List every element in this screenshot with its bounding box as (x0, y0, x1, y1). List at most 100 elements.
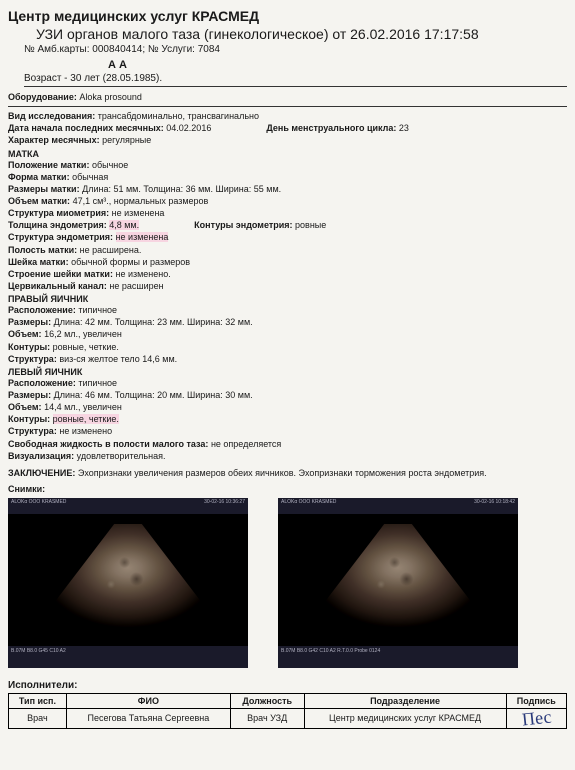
cell-type: Врач (9, 708, 67, 728)
free-fluid: Свободная жидкость в полости малого таза… (8, 438, 567, 450)
service-no: 7084 (198, 44, 220, 55)
fluid-value: не определяется (211, 439, 281, 449)
exam-type-row: Вид исследования: трансабдоминально, тра… (8, 110, 567, 122)
ultrasound-image-1: ALOKα OOO KRASMED 30-02-16 10:36:27 B.07… (8, 498, 248, 668)
ro-cont: Контуры: ровные, четкие. (8, 341, 567, 353)
myometrium-value: не изменена (112, 208, 165, 218)
equipment-value: Aloka prosound (79, 92, 142, 102)
cell-fio: Песегова Татьяна Сергеевна (66, 708, 230, 728)
lo-pos-value: типичное (78, 378, 117, 388)
period-char-value: регулярные (102, 135, 151, 145)
performers-label: Исполнители: (8, 680, 567, 691)
cervix-struct: Строение шейки матки: не изменено. (8, 268, 567, 280)
ro-struct-value: виз-ся желтое тело 14,6 мм. (59, 354, 177, 364)
uterus-volume: Объем матки: 47,1 см³., нормальных разме… (8, 195, 567, 207)
us2-header-right: 30-02-16 10:18:42 (474, 499, 515, 513)
cervix-value: обычной формы и размеров (71, 257, 190, 267)
cell-position: Врач УЗД (230, 708, 304, 728)
uterus-volume-label: Объем матки: (8, 196, 70, 206)
ro-pos-value: типичное (78, 305, 117, 315)
us1-footer: B.07M B8.0 G45 C10 A2 (8, 646, 248, 668)
uterus-volume-value: 47,1 см³., нормальных размеров (73, 196, 209, 206)
ro-vol: Объем: 16,2 мл., увеличен (8, 328, 567, 340)
uterus-size: Размеры матки: Длина: 51 мм. Толщина: 36… (8, 183, 567, 195)
cycle-day-label: День менструального цикла: (266, 123, 396, 133)
ro-size-value: Длина: 42 мм. Толщина: 23 мм. Ширина: 32… (54, 317, 253, 327)
conclusion-text: Эхопризнаки увеличения размеров обеих яи… (78, 468, 487, 478)
cycle-day-value: 23 (399, 123, 409, 133)
right-ovary-header: ПРАВЫЙ ЯИЧНИК (8, 294, 567, 304)
us1-header-right: 30-02-16 10:36:27 (204, 499, 245, 513)
uterus-shape: Форма матки: обычная (8, 171, 567, 183)
ro-vol-value: 16,2 мл., увеличен (44, 329, 122, 339)
ultrasound-image-2: ALOKα OOO KRASMED 30-02-16 10:18:42 B.07… (278, 498, 518, 668)
patient-name: А А (108, 59, 567, 71)
left-ovary-header: ЛЕВЫЙ ЯИЧНИК (8, 367, 567, 377)
ro-size: Размеры: Длина: 42 мм. Толщина: 23 мм. Ш… (8, 316, 567, 328)
cavity-value: не расширена. (80, 245, 142, 255)
col-type: Тип исп. (9, 693, 67, 708)
exam-type-label: Вид исследования: (8, 111, 95, 121)
uterus-shape-value: обычная (72, 172, 108, 182)
us1-fan (43, 524, 213, 634)
ro-pos: Расположение: типичное (8, 304, 567, 316)
period-char-label: Характер месячных: (8, 135, 100, 145)
lo-cont-label: Контуры: (8, 414, 50, 424)
uterus-position-label: Положение матки: (8, 160, 89, 170)
lo-size-value: Длина: 46 мм. Толщина: 20 мм. Ширина: 30… (54, 390, 253, 400)
period-char-row: Характер месячных: регулярные (8, 134, 567, 146)
canal-label: Цервикальный канал: (8, 281, 107, 291)
us2-footer: B.07M B8.0 G42 C10 A2 R.T.0.0 Probe 0124 (278, 646, 518, 668)
endo-struct: Структура эндометрия: не изменена (8, 231, 567, 243)
myometrium-label: Структура миометрия: (8, 208, 109, 218)
performers-header-row: Тип исп. ФИО Должность Подразделение Под… (9, 693, 567, 708)
equipment-row: Оборудование: Aloka prosound (8, 91, 567, 107)
uterus-position-value: обычное (92, 160, 128, 170)
org-title: Центр медицинских услуг КРАСМЕД (8, 8, 567, 24)
last-period-row: Дата начала последних месячных: 04.02.20… (8, 122, 567, 134)
age-line: Возраст - 30 лет (28.05.1985). (24, 73, 567, 87)
cervical-canal: Цервикальный канал: не расширен (8, 280, 567, 292)
exam-type-value: трансабдоминально, трансвагинально (98, 111, 259, 121)
endo-contour-value: ровные (295, 220, 326, 230)
uterus-header: МАТКА (8, 149, 567, 159)
performers-data-row: Врач Песегова Татьяна Сергеевна Врач УЗД… (9, 708, 567, 728)
lo-size: Размеры: Длина: 46 мм. Толщина: 20 мм. Ш… (8, 389, 567, 401)
lo-cont-value: ровные, четкие. (53, 414, 119, 424)
cavity-label: Полость матки: (8, 245, 77, 255)
cervix: Шейка матки: обычной формы и размеров (8, 256, 567, 268)
cell-dept: Центр медицинских услуг КРАСМЕД (304, 708, 506, 728)
col-fio: ФИО (66, 693, 230, 708)
ro-size-label: Размеры: (8, 317, 51, 327)
col-signature: Подпись (506, 693, 566, 708)
canal-value: не расширен (109, 281, 163, 291)
endo-contour-label: Контуры эндометрия: (194, 220, 292, 230)
lo-pos-label: Расположение: (8, 378, 76, 388)
lo-pos: Расположение: типичное (8, 377, 567, 389)
us2-fan (313, 524, 483, 634)
lo-vol-label: Объем: (8, 402, 42, 412)
endo-struct-value: не изменена (116, 232, 169, 242)
cervix-struct-label: Строение шейки матки: (8, 269, 113, 279)
cell-signature: Пес (506, 708, 566, 728)
us2-header-left: ALOKα OOO KRASMED (281, 499, 336, 513)
endo-thickness: Толщина эндометрия: 4,8 мм. Контуры эндо… (8, 219, 567, 231)
endo-thick-value: 4,8 мм. (109, 220, 139, 230)
signature-glyph: Пес (521, 709, 552, 726)
ro-struct-label: Структура: (8, 354, 57, 364)
visual-label: Визуализация: (8, 451, 74, 461)
lo-struct-value: не изменено (59, 426, 112, 436)
last-period-label: Дата начала последних месячных: (8, 123, 164, 133)
images-label: Снимки: (8, 484, 567, 494)
uterus-shape-label: Форма матки: (8, 172, 70, 182)
equipment-label: Оборудование: (8, 92, 77, 102)
endo-struct-label: Структура эндометрия: (8, 232, 113, 242)
visualization: Визуализация: удовлетворительная. (8, 450, 567, 462)
service-label: № Услуги: (148, 44, 195, 55)
col-dept: Подразделение (304, 693, 506, 708)
lo-vol-value: 14,4 мл., увеличен (44, 402, 122, 412)
conclusion: ЗАКЛЮЧЕНИЕ: Эхопризнаки увеличения разме… (8, 468, 567, 478)
meta-line: № Амб.карты: 000840414; № Услуги: 7084 (24, 44, 567, 55)
lo-size-label: Размеры: (8, 390, 51, 400)
us2-header: ALOKα OOO KRASMED 30-02-16 10:18:42 (278, 498, 518, 514)
